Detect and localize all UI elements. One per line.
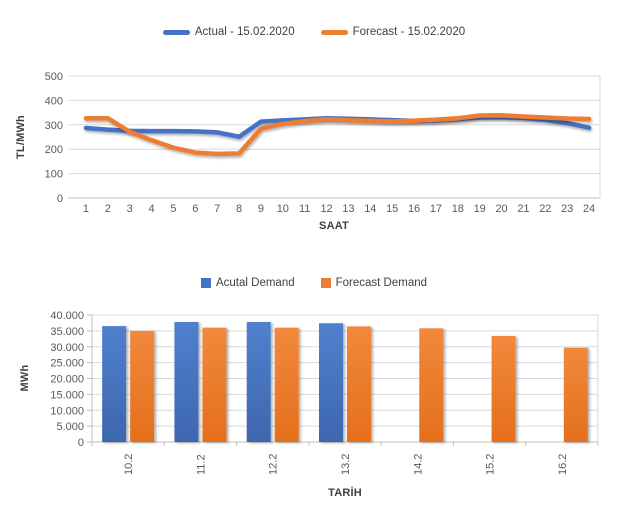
svg-text:100: 100 — [45, 169, 63, 181]
svg-text:7: 7 — [214, 203, 220, 215]
svg-text:23: 23 — [561, 203, 573, 215]
svg-text:5.000: 5.000 — [56, 421, 84, 433]
svg-text:15.2: 15.2 — [485, 454, 497, 475]
svg-text:35.000: 35.000 — [50, 326, 84, 338]
svg-text:500: 500 — [45, 71, 63, 83]
actual-demand-bar — [246, 321, 271, 442]
svg-text:21: 21 — [517, 203, 529, 215]
actual-line-swatch-icon — [162, 29, 190, 35]
svg-text:15.000: 15.000 — [50, 389, 84, 401]
svg-text:0: 0 — [57, 193, 63, 205]
svg-text:10.000: 10.000 — [50, 405, 84, 417]
forecast-demand-bar — [347, 326, 371, 442]
svg-text:10: 10 — [277, 203, 289, 215]
forecast-demand-bar — [563, 347, 588, 442]
svg-text:20: 20 — [495, 203, 507, 215]
svg-text:24: 24 — [583, 203, 595, 215]
price-chart-legend: Actual - 15.02.2020 Forecast - 15.02.202… — [0, 26, 628, 38]
actual-demand-bar — [102, 326, 127, 442]
legend-label-actual-price: Actual - 15.02.2020 — [194, 26, 295, 38]
svg-text:12.2: 12.2 — [268, 454, 280, 475]
legend-label-actual-demand: Acutal Demand — [215, 277, 295, 289]
forecast-demand-bar — [202, 327, 227, 442]
svg-text:16.2: 16.2 — [557, 454, 569, 475]
svg-text:200: 200 — [45, 144, 63, 156]
svg-text:15: 15 — [386, 203, 398, 215]
actual-demand-bar — [174, 321, 199, 442]
svg-text:14.2: 14.2 — [412, 454, 424, 475]
svg-text:22: 22 — [539, 203, 551, 215]
legend-item-actual-demand: Acutal Demand — [200, 277, 295, 289]
svg-text:300: 300 — [45, 120, 63, 132]
svg-text:9: 9 — [258, 203, 264, 215]
svg-text:1: 1 — [83, 203, 89, 215]
svg-text:12: 12 — [320, 203, 332, 215]
svg-text:40.000: 40.000 — [50, 310, 84, 322]
legend-item-forecast-demand: Forecast Demand — [320, 277, 428, 289]
svg-text:20.000: 20.000 — [50, 374, 84, 386]
demand-chart-legend: Acutal Demand Forecast Demand — [0, 277, 628, 289]
demand-chart-x-axis-title: TARİH — [328, 487, 362, 499]
price-chart-x-axis-title: SAAT — [319, 220, 349, 232]
forecast-demand-bar — [491, 335, 516, 442]
forecast-demand-bar — [419, 328, 444, 442]
actual-demand-bar — [319, 323, 343, 442]
svg-text:25.000: 25.000 — [50, 358, 84, 370]
legend-item-forecast-price: Forecast - 15.02.2020 — [320, 26, 466, 38]
svg-text:4: 4 — [149, 203, 155, 215]
legend-item-actual-price: Actual - 15.02.2020 — [162, 26, 295, 38]
legend-label-forecast-price: Forecast - 15.02.2020 — [352, 26, 466, 38]
svg-text:11.2: 11.2 — [195, 454, 207, 475]
legend-label-forecast-demand: Forecast Demand — [335, 277, 428, 289]
svg-text:19: 19 — [474, 203, 486, 215]
svg-text:13.2: 13.2 — [340, 454, 352, 475]
svg-text:30.000: 30.000 — [50, 342, 84, 354]
forecast-line-swatch-icon — [320, 29, 348, 35]
svg-text:3: 3 — [127, 203, 133, 215]
svg-text:2: 2 — [105, 203, 111, 215]
svg-text:13: 13 — [342, 203, 354, 215]
svg-text:6: 6 — [192, 203, 198, 215]
forecast-demand-bar — [130, 330, 155, 442]
actual-demand-swatch-icon — [200, 278, 211, 288]
svg-text:17: 17 — [430, 203, 442, 215]
svg-text:400: 400 — [45, 95, 63, 107]
forecast-demand-bar — [274, 327, 299, 442]
svg-text:8: 8 — [236, 203, 242, 215]
demand-chart-plot: 0 5.000 10.000 15.000 20.000 25.000 30.000 35.0… — [50, 310, 599, 475]
svg-text:18: 18 — [452, 203, 464, 215]
forecast-demand-swatch-icon — [320, 278, 331, 288]
svg-text:10.2: 10.2 — [123, 454, 135, 475]
svg-text:16: 16 — [408, 203, 420, 215]
svg-text:0: 0 — [78, 437, 84, 449]
svg-text:14: 14 — [364, 203, 376, 215]
svg-text:11: 11 — [299, 203, 310, 215]
svg-text:5: 5 — [170, 203, 176, 215]
